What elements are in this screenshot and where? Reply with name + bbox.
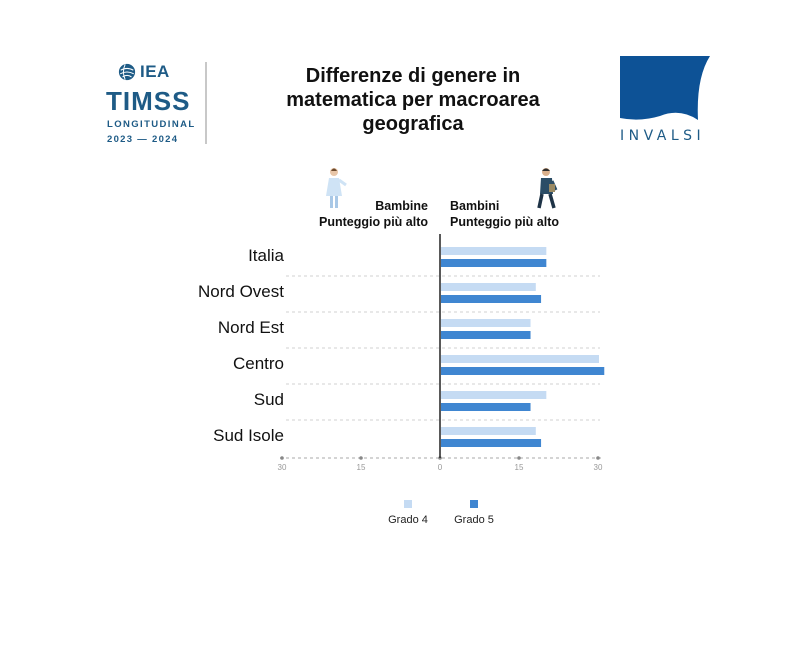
girls-label-line-1: Bambine [375, 199, 428, 213]
boys-higher-label: Bambini Punteggio più alto [450, 198, 559, 230]
bar-grado-5 [441, 295, 542, 303]
x-tick-label: 15 [515, 463, 524, 472]
x-tick-label: 15 [357, 463, 366, 472]
category-label: Sud Isole [213, 426, 284, 445]
x-tick-mark [280, 456, 284, 460]
boys-label-line-1: Bambini [450, 199, 500, 213]
bar-grado-5 [441, 439, 542, 447]
girl-figure-icon [326, 168, 347, 208]
years-text: 2023 — 2024 [107, 134, 179, 145]
bar-grado-5 [441, 331, 531, 339]
x-tick-label: 30 [278, 463, 287, 472]
category-label: Nord Ovest [198, 282, 284, 301]
globe-icon [118, 63, 136, 81]
girls-label-line-2: Punteggio più alto [318, 215, 428, 229]
bar-grado-4 [441, 283, 536, 291]
chart-legend: Grado 4 Grado 5 [380, 497, 520, 533]
bar-grado-4 [441, 427, 536, 435]
bar-grado-5 [441, 259, 547, 267]
x-tick-label: 0 [438, 463, 443, 472]
x-tick-mark [359, 456, 363, 460]
x-tick-mark [517, 456, 521, 460]
invalsi-mark-icon [620, 56, 710, 120]
invalsi-text: INVALSI [620, 128, 706, 144]
timss-text: TIMSS [106, 86, 191, 116]
x-tick-label: 30 [594, 463, 603, 472]
category-label: Italia [248, 246, 284, 265]
bar-grado-4 [441, 247, 547, 255]
logo-divider [205, 62, 207, 144]
bar-grado-5 [441, 403, 531, 411]
title-line-1: Differenze di genere in [305, 65, 521, 87]
x-tick-mark [596, 456, 600, 460]
boys-label-line-2: Punteggio più alto [450, 215, 560, 229]
legend-swatch-grado-4 [404, 500, 412, 508]
invalsi-logo: INVALSI [616, 56, 711, 151]
iea-text: IEA [140, 62, 170, 81]
category-label: Nord Est [217, 318, 284, 337]
boy-figure-icon [537, 168, 558, 209]
category-label: Sud [253, 390, 284, 409]
bar-grado-4 [441, 391, 547, 399]
legend-swatch-grado-5 [470, 500, 478, 508]
longitudinal-text: LONGITUDINAL [107, 119, 196, 130]
category-label: Centro [232, 354, 284, 373]
legend-label-grado-5: Grado 5 [454, 514, 494, 526]
title-line-2: matematica per macroarea [286, 89, 540, 111]
chart-title: Differenze di genere in matematica per m… [240, 64, 586, 136]
title-line-3: geografica [362, 113, 464, 135]
girls-higher-label: Bambine Punteggio più alto [319, 198, 428, 230]
legend-label-grado-4: Grado 4 [388, 514, 428, 526]
bar-grado-5 [441, 367, 605, 375]
bar-grado-4 [441, 319, 531, 327]
bar-grado-4 [441, 355, 599, 363]
timss-logo: IEA TIMSS LONGITUDINAL 2023 — 2024 [100, 60, 210, 150]
